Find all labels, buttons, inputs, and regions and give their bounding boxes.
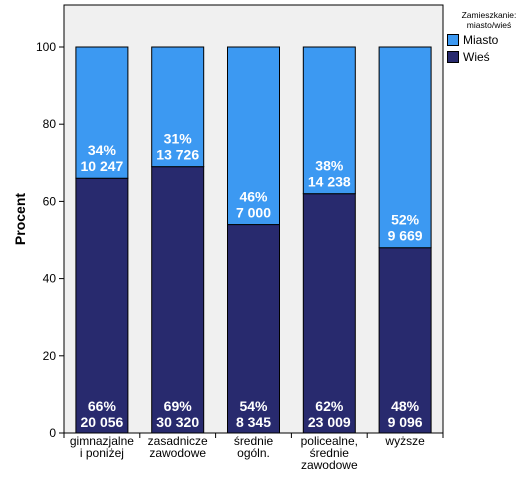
- legend-label-wies: Wieś: [463, 49, 490, 64]
- y-tick-label-40: 40: [43, 272, 57, 286]
- x-tick-label-0-0: gimnazjalne: [70, 434, 134, 448]
- legend-title-line1: Zamieszkanie:: [461, 10, 517, 20]
- bar-miasto-0: [75, 46, 129, 179]
- x-tick-label-2-0: średnie: [234, 434, 274, 448]
- data-label-wies-count-2: 8 345: [236, 414, 271, 430]
- x-tick-label-1-0: zasadnicze: [148, 434, 208, 448]
- bar-miasto-4: [378, 46, 432, 249]
- data-label-wies-pct-0: 66%: [88, 398, 117, 414]
- data-label-miasto-count-0: 10 247: [80, 158, 123, 174]
- legend-swatch-miasto: [447, 33, 459, 46]
- data-label-wies-pct-2: 54%: [239, 398, 268, 414]
- legend-label-miasto: Miasto: [463, 32, 499, 47]
- data-label-miasto-pct-3: 38%: [315, 158, 344, 174]
- x-tick-label-1-1: zawodowe: [149, 446, 206, 460]
- x-tick-label-0-1: i poniżej: [80, 446, 124, 460]
- data-label-miasto-count-2: 7 000: [236, 205, 271, 221]
- y-tick-label-0: 0: [49, 426, 56, 440]
- data-label-wies-count-0: 20 056: [80, 414, 123, 430]
- legend-swatch-wies: [447, 50, 459, 63]
- y-axis-title: Procent: [12, 193, 28, 245]
- legend-item-wies: Wieś: [447, 49, 531, 64]
- data-label-miasto-pct-2: 46%: [239, 189, 268, 205]
- data-label-wies-count-1: 30 320: [156, 414, 199, 430]
- y-tick-label-20: 20: [43, 349, 57, 363]
- x-tick-label-3-0: policealne,: [301, 434, 358, 448]
- x-tick-label-3-2: zawodowe: [301, 458, 358, 472]
- bar-miasto-1: [151, 46, 205, 168]
- y-tick-label-60: 60: [43, 194, 57, 208]
- bars: 34%10 247 66%20 056 31%13 726 69%30 320 46%7…: [75, 46, 432, 434]
- legend-title-line2: miasto/wieś: [466, 20, 512, 30]
- data-label-miasto-count-3: 14 238: [308, 174, 351, 190]
- bar-wies-0: [75, 177, 129, 434]
- data-label-wies-pct-3: 62%: [315, 398, 344, 414]
- data-label-wies-count-4: 9 096: [388, 414, 423, 430]
- data-label-miasto-pct-4: 52%: [391, 212, 420, 228]
- data-label-wies-pct-1: 69%: [164, 398, 193, 414]
- data-label-miasto-count-1: 13 726: [156, 147, 199, 163]
- bar-wies-1: [151, 166, 205, 434]
- data-label-miasto-pct-0: 34%: [88, 142, 117, 158]
- data-label-wies-pct-4: 48%: [391, 398, 420, 414]
- x-tick-label-3-1: średnie: [310, 446, 350, 460]
- data-label-miasto-count-4: 9 669: [388, 228, 423, 244]
- data-label-miasto-pct-1: 31%: [164, 131, 193, 147]
- y-tick-label-80: 80: [43, 117, 57, 131]
- x-tick-label-4-0: wyższe: [384, 434, 425, 448]
- bar-miasto-3: [302, 46, 356, 195]
- data-label-wies-count-3: 23 009: [308, 414, 351, 430]
- legend-item-miasto: Miasto: [447, 32, 531, 47]
- bar-wies-4: [378, 247, 432, 434]
- x-tick-label-2-1: ogóln.: [237, 446, 270, 460]
- legend: Zamieszkanie: miasto/wieś Miasto Wieś: [447, 10, 531, 64]
- bar-miasto-2: [227, 46, 280, 226]
- y-tick-label-100: 100: [36, 40, 56, 54]
- bar-wies-3: [302, 193, 356, 434]
